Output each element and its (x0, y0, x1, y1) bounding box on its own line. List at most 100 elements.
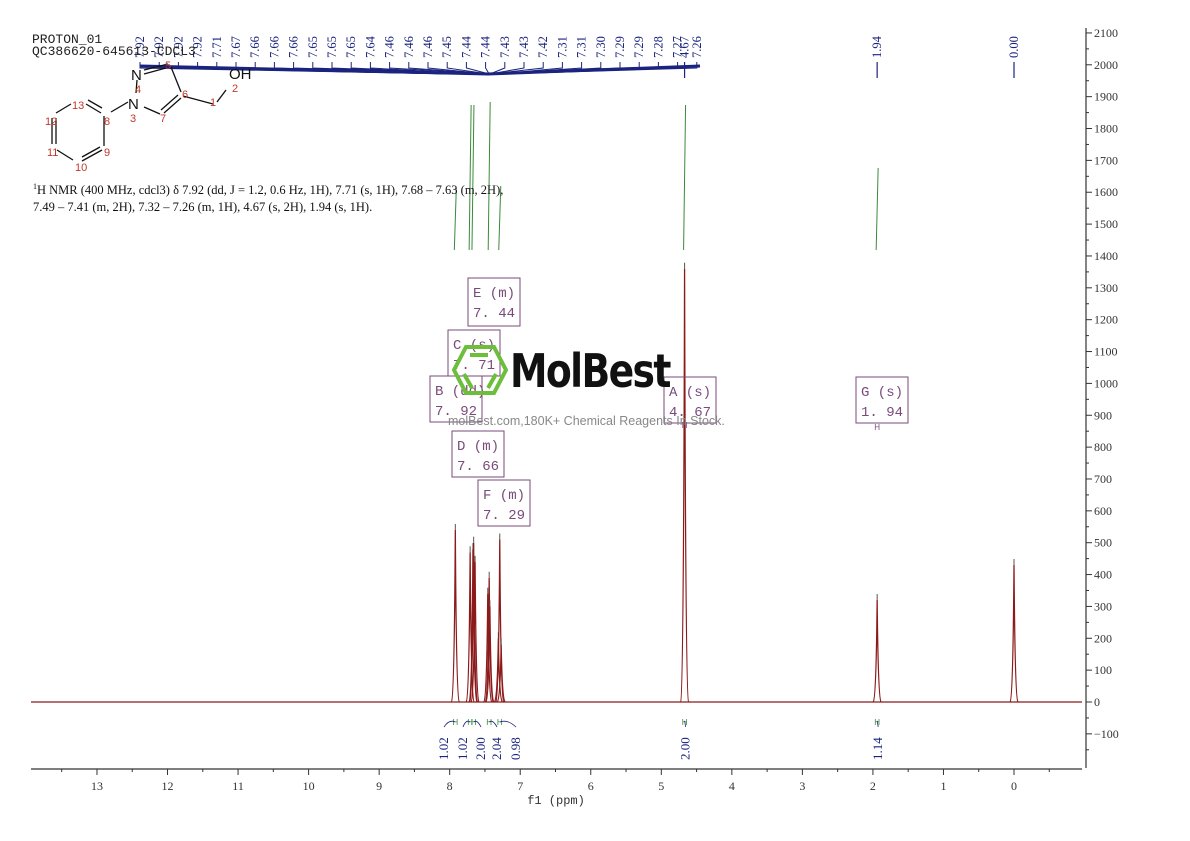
svg-text:5: 5 (165, 60, 171, 72)
peak-label: 7.65 (325, 36, 339, 58)
y-tick-label: 800 (1094, 440, 1112, 454)
svg-text:7: 7 (160, 113, 166, 125)
peak-label: 7.92 (152, 36, 166, 58)
svg-text:D (m): D (m) (457, 439, 499, 455)
peak-label: 7.65 (306, 36, 320, 58)
integral-value: 2.00 (678, 737, 693, 760)
y-tick-label: 1100 (1094, 345, 1118, 359)
peak-label: 7.66 (287, 36, 301, 58)
peak-label: 7.44 (459, 35, 473, 58)
svg-text:7. 29: 7. 29 (483, 508, 525, 524)
y-tick-label: 1400 (1094, 249, 1118, 263)
svg-text:H: H (452, 718, 458, 727)
peak-label: 7.30 (594, 36, 608, 58)
svg-text:G (s): G (s) (861, 385, 903, 401)
svg-text:H: H (471, 718, 477, 727)
peak-label: 7.28 (651, 36, 665, 58)
nmr-description-line2: 7.49 – 7.41 (m, 2H), 7.32 – 7.26 (m, 1H)… (33, 200, 373, 215)
multiplet-boxes: E (m)7. 44C (s)7. 71B (dd)7. 92D (m)7. 6… (429, 277, 909, 527)
svg-text:11: 11 (47, 147, 58, 159)
peak-label: 7.46 (402, 36, 416, 58)
integral-value: 1.02 (455, 737, 470, 760)
y-axis: 2100200019001800170016001500140013001200… (1085, 26, 1119, 768)
y-tick-label: 100 (1094, 663, 1112, 677)
x-tick-label: 1 (940, 779, 946, 793)
svg-text:13: 13 (72, 100, 84, 112)
integral-value: 0.98 (508, 737, 523, 760)
multiplet-box-G: G (s) 1. 94 (855, 376, 909, 424)
peak-labels: 7.92 7.92 7.92 7.92 7.71 7.67 7.66 7.66 7.66 7.65… (133, 35, 1021, 78)
svg-text:8: 8 (104, 116, 110, 128)
y-tick-label: 1500 (1094, 217, 1118, 231)
x-axis-label: f1 (ppm) (527, 794, 585, 808)
svg-text:H: H (467, 718, 473, 727)
peak-label: 7.71 (210, 36, 224, 58)
y-tick-label: 1900 (1094, 90, 1118, 104)
peak-label: 7.92 (171, 36, 185, 58)
peak-label: 7.67 (229, 36, 243, 58)
svg-text:4. 67: 4. 67 (669, 405, 711, 421)
peak-label: 7.44 (479, 35, 493, 58)
integral-value: 1.02 (436, 737, 451, 760)
peak-label: 7.27 (671, 36, 685, 58)
x-tick-label: 3 (799, 779, 805, 793)
svg-text:1: 1 (210, 97, 216, 109)
x-tick-label: 8 (447, 779, 453, 793)
peak-label: 7.26 (690, 36, 704, 58)
watermark-tagline: molBest.com,180K+ Chemical Reagents In S… (448, 414, 725, 428)
integral-curves (453, 101, 879, 251)
peak-label: 4.67 (678, 36, 692, 58)
peak-label: 7.43 (498, 36, 512, 58)
svg-text:OH: OH (229, 66, 252, 83)
svg-text:A (s): A (s) (669, 385, 711, 401)
peak-label: 7.66 (248, 36, 262, 58)
y-tick-label: 1700 (1094, 153, 1118, 167)
svg-text:B (dd): B (dd) (435, 384, 485, 400)
y-tick-label: 1800 (1094, 122, 1118, 136)
peak-label: 1.94 (870, 35, 884, 58)
x-tick-label: 13 (91, 779, 103, 793)
multiplet-box-E: E (m) 7. 44 (467, 277, 521, 327)
molecule-structure: N N OH 1 2 3 4 5 6 7 8 9 10 11 12 13 (45, 60, 252, 174)
svg-text:10: 10 (75, 162, 87, 174)
svg-text:3: 3 (130, 113, 136, 125)
peak-label: 7.92 (191, 36, 205, 58)
peak-label: 7.66 (267, 36, 281, 58)
peak-label: 7.65 (344, 36, 358, 58)
svg-text:12: 12 (45, 116, 57, 128)
svg-text:E (m): E (m) (473, 286, 515, 302)
y-tick-label: 700 (1094, 472, 1112, 486)
peak-label: 7.29 (632, 36, 646, 58)
svg-text:H: H (874, 423, 880, 432)
multiplet-box-A: A (s) 4. 67 (663, 376, 717, 424)
nmr-description: 1H NMR (400 MHz, cdcl3) δ 7.92 (dd, J = … (33, 178, 613, 216)
svg-text:4: 4 (135, 84, 141, 96)
svg-text:7. 71: 7. 71 (453, 358, 495, 374)
y-tick-label: 200 (1094, 631, 1112, 645)
peak-label: 7.46 (421, 36, 435, 58)
svg-text:2: 2 (232, 83, 238, 95)
svg-text:7. 66: 7. 66 (457, 459, 499, 475)
x-tick-label: 5 (658, 779, 664, 793)
sample-id: QC386620-645613-CDCL3 (32, 44, 196, 59)
peak-label: 7.31 (555, 36, 569, 58)
multiplet-box-D: D (m) 7. 66 (451, 430, 505, 478)
peak-label: 7.64 (363, 35, 377, 58)
x-tick-label: 2 (870, 779, 876, 793)
y-tick-label: 600 (1094, 504, 1112, 518)
svg-text:7. 92: 7. 92 (435, 404, 477, 420)
spectrum-peaks (450, 262, 1019, 703)
y-tick-label: 1300 (1094, 281, 1118, 295)
x-tick-label: 7 (517, 779, 523, 793)
watermark-brand: MolBest (510, 344, 671, 398)
y-tick-label: 400 (1094, 568, 1112, 582)
x-tick-label: 4 (729, 779, 735, 793)
x-tick-label: 9 (376, 779, 382, 793)
multiplet-box-B: B (dd) 7. 92 (429, 375, 485, 423)
svg-text:N: N (128, 96, 139, 113)
peak-label: 7.31 (575, 36, 589, 58)
peak-label: 7.92 (133, 36, 147, 58)
x-axis: 13 12 11 10 9 8 7 6 5 4 3 2 1 0f1 (ppm) (31, 768, 1082, 808)
